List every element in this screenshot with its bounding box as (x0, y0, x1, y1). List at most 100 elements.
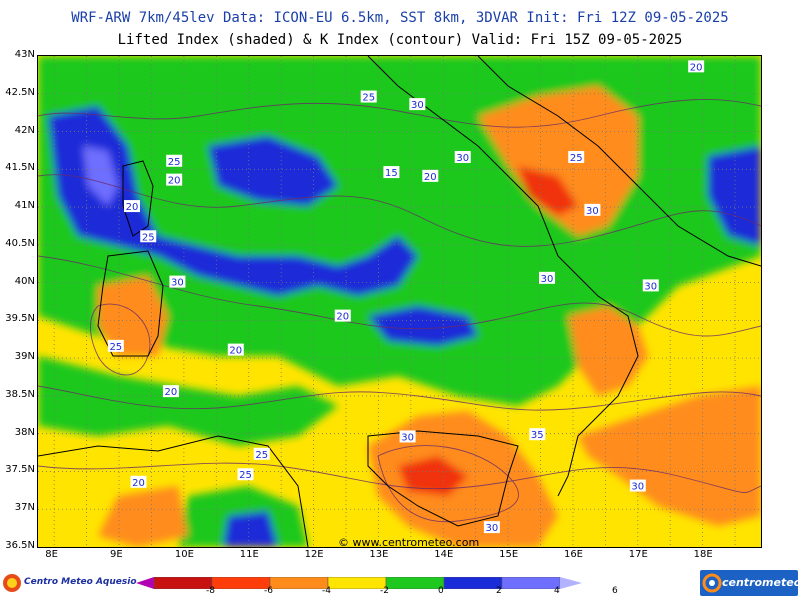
contour-label-bg (253, 447, 270, 460)
orange-zone-ionian (578, 386, 761, 526)
legend-label: -6 (264, 586, 273, 596)
latitude-label: 42N (14, 124, 35, 136)
watermark: © www.centrometeo.com (338, 536, 479, 547)
orange-zone-southwest (98, 486, 188, 547)
contour-label: 30 (631, 482, 644, 493)
contour-label: 15 (385, 168, 398, 179)
contour-label: 20 (126, 202, 139, 213)
longitude-label: 15E (499, 549, 519, 560)
sicily (367, 430, 519, 527)
legend-label: -8 (206, 586, 215, 596)
latitude-label: 36.5N (5, 540, 35, 551)
italy-coast (367, 56, 639, 497)
legend-label: -2 (380, 586, 389, 596)
orange-zone-sardinia (98, 276, 168, 356)
contour-label-bg (237, 468, 254, 481)
contour-label-bg (584, 203, 601, 216)
logo-left-text: Centro Meteo Aquesio (24, 577, 137, 587)
contour-label: 25 (168, 157, 181, 168)
legend-swatch (443, 576, 503, 590)
italy-east-coast (477, 56, 761, 267)
contour-label: 30 (171, 278, 184, 289)
sardinia (97, 250, 164, 357)
legend-swatch (327, 576, 387, 590)
legend-swatch (269, 576, 329, 590)
contour-label: 30 (486, 523, 499, 534)
blue-zone-east (708, 146, 761, 246)
blue-zone-central-sea (368, 306, 478, 346)
contour-label-bg (124, 200, 141, 213)
contour-label-bg (642, 279, 659, 292)
contour-label: 20 (165, 387, 178, 398)
latitude-label: 41N (14, 200, 35, 212)
legend-label: 0 (438, 586, 444, 596)
latitude-label: 37N (14, 502, 35, 514)
orange-zone-calabria (568, 306, 648, 396)
contour-label: 30 (456, 153, 469, 164)
lightblue-zone (83, 146, 118, 206)
latitude-label: 38N (14, 426, 35, 438)
longitude-label: 8E (45, 549, 58, 560)
contour-label: 20 (132, 478, 145, 489)
contour-label-bg (483, 521, 500, 534)
legend-arrow-left (136, 577, 154, 589)
latitude-label: 40N (14, 275, 35, 287)
longitude-label: 12E (304, 549, 324, 560)
legend-label: 4 (554, 586, 560, 596)
contour-label-bg (454, 150, 471, 163)
longitude-label: 10E (174, 549, 194, 560)
longitude-label: 11E (239, 549, 259, 560)
red-zone-sicily (398, 456, 468, 496)
contour-label: 30 (411, 100, 424, 111)
legend-label: -4 (322, 586, 331, 596)
contour-label-bg (166, 154, 183, 167)
longitude-label: 16E (563, 549, 583, 560)
longitude-label: 9E (110, 549, 123, 560)
contour-label-bg (529, 428, 546, 441)
contour-label: 20 (168, 176, 181, 187)
contour-label: 30 (586, 206, 599, 217)
centrometeo-icon (702, 573, 722, 593)
contour-label-bg (383, 166, 400, 179)
africa-coast (38, 435, 309, 547)
legend-arrow-right (560, 577, 582, 589)
contour-label: 25 (239, 470, 252, 481)
contour-label: 35 (531, 430, 544, 441)
contour-label: 30 (541, 274, 554, 285)
contour-label-bg (140, 230, 157, 243)
contour-label: 30 (644, 281, 657, 292)
k-index-contours (38, 99, 761, 523)
contour-label-bg (162, 385, 179, 398)
contour-label-bg (130, 475, 147, 488)
legend-label: 6 (612, 586, 618, 596)
model-title: WRF-ARW 7km/45lev Data: ICON-EU 6.5km, S… (71, 10, 729, 26)
longitude-label: 14E (434, 549, 454, 560)
contour-label: 30 (401, 432, 414, 443)
blue-zone-tyrrhenian (208, 136, 338, 206)
logo-centro-meteo-aquesio: Centro Meteo Aquesio (2, 570, 137, 596)
contour-label: 20 (229, 346, 242, 357)
contour-label-bg (539, 271, 556, 284)
weather-logo-icon (3, 574, 21, 592)
contour-label-bg (107, 339, 124, 352)
longitude-label: 18E (693, 549, 713, 560)
contour-label-bg (422, 169, 439, 182)
lifted-index-shading (38, 56, 761, 547)
latitude-label: 38.5N (5, 388, 35, 400)
contour-label: 25 (109, 342, 122, 353)
contour-label-bg (169, 275, 186, 288)
latitude-label: 43N (14, 49, 35, 60)
contour-label: 20 (424, 172, 437, 183)
legend-label: 2 (496, 586, 502, 596)
contour-label-bg (360, 90, 377, 103)
legend-swatch (385, 576, 445, 590)
contour-label-bg (334, 309, 351, 322)
field-valid-title: Lifted Index (shaded) & K Index (contour… (117, 32, 683, 48)
orange-zone-apennines (478, 86, 638, 236)
contour-label-bg (568, 150, 585, 163)
latitude-label: 39N (14, 351, 35, 363)
green-zone-south (38, 356, 338, 446)
blue-zone-sardinia-south (223, 511, 278, 547)
contour-label: 20 (336, 312, 349, 323)
contour-label-bg (409, 98, 426, 111)
